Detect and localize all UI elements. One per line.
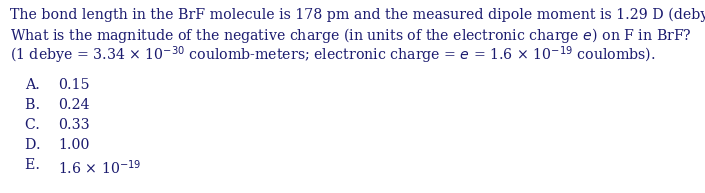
Text: 0.24: 0.24 [58, 98, 90, 112]
Text: 0.33: 0.33 [58, 118, 90, 132]
Text: A.: A. [25, 78, 54, 92]
Text: B.: B. [25, 98, 54, 112]
Text: The bond length in the BrF molecule is 178 pm and the measured dipole moment is : The bond length in the BrF molecule is 1… [10, 8, 705, 22]
Text: (1 debye = 3.34 × 10$^{-30}$ coulomb-meters; electronic charge = $e$ = 1.6 × 10$: (1 debye = 3.34 × 10$^{-30}$ coulomb-met… [10, 44, 656, 66]
Text: C.: C. [25, 118, 54, 132]
Text: 0.15: 0.15 [58, 78, 90, 92]
Text: E.: E. [25, 158, 54, 172]
Text: 1.6 × 10$^{-19}$: 1.6 × 10$^{-19}$ [58, 158, 142, 177]
Text: 1.00: 1.00 [58, 138, 90, 152]
Text: What is the magnitude of the negative charge (in units of the electronic charge : What is the magnitude of the negative ch… [10, 26, 692, 45]
Text: D.: D. [25, 138, 55, 152]
